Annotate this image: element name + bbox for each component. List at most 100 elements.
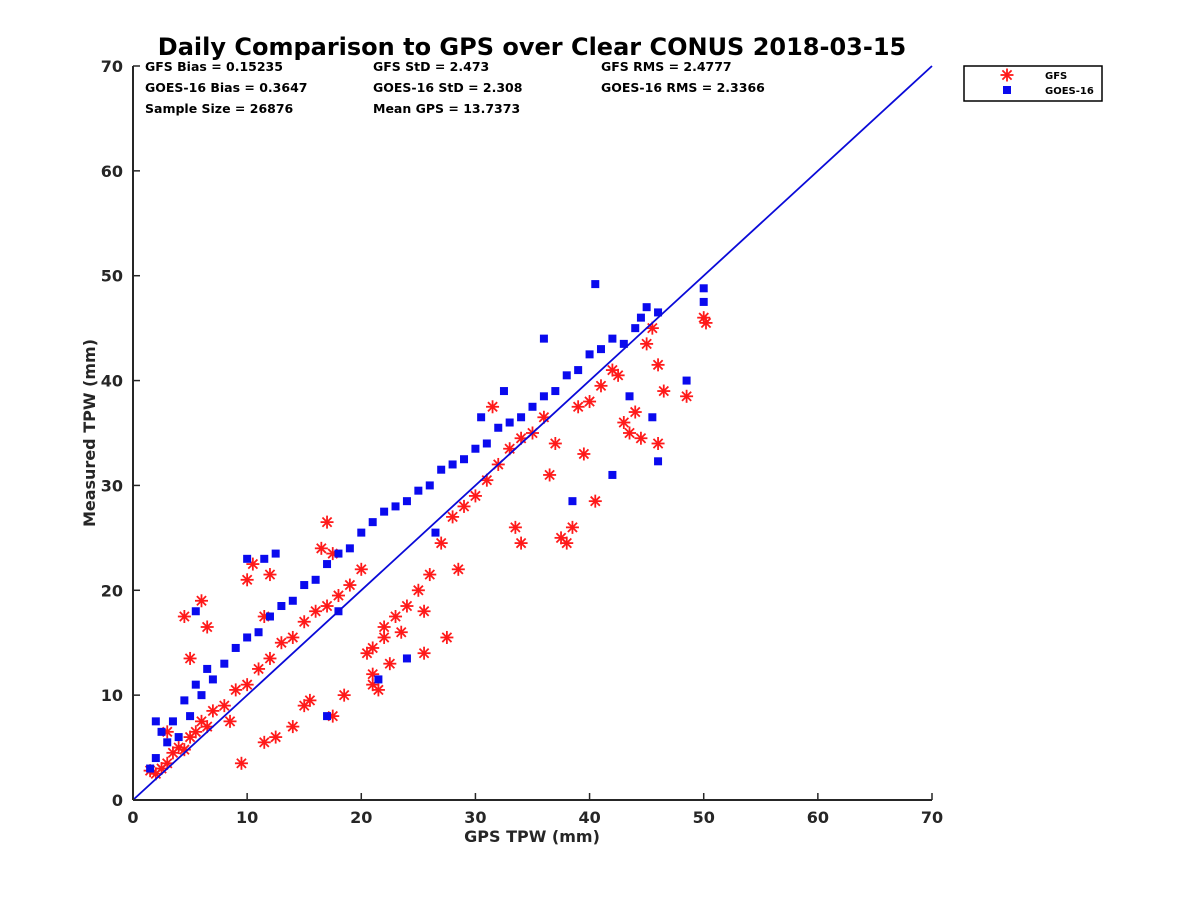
goes16-point (625, 392, 634, 401)
axis-ticks: 0 10 20 30 40 50 60 70 0 10 20 30 40 50 60 70 (101, 57, 943, 827)
goes16-point (619, 339, 628, 348)
goes16-point (334, 549, 343, 558)
goes16-point (568, 497, 577, 506)
gfs-point (172, 741, 186, 755)
gfs-point (417, 604, 431, 618)
goes16-point (682, 376, 691, 385)
gfs-point (514, 536, 528, 550)
goes16-point (180, 696, 189, 705)
mean-gps-text: Mean GPS = 13.7373 (373, 101, 520, 116)
goes-std-text: GOES-16 StD = 2.308 (373, 80, 522, 95)
gfs-point (303, 693, 317, 707)
goes16-point (425, 481, 434, 490)
gfs-point (634, 431, 648, 445)
goes16-point (517, 413, 526, 422)
gfs-point (257, 735, 271, 749)
goes16-point (260, 554, 269, 563)
legend-box (963, 65, 1103, 102)
goes16-point (437, 465, 446, 474)
goes16-series (146, 280, 708, 773)
gfs-point (446, 510, 460, 524)
gfs-point (486, 400, 500, 414)
gfs-point (623, 426, 637, 440)
legend-goes16-label: GOES-16 (1045, 86, 1094, 97)
goes16-point (551, 387, 560, 396)
goes16-point (648, 413, 657, 422)
y-tick-label: 20 (101, 581, 123, 600)
gfs-point (189, 725, 203, 739)
x-tick-label: 20 (350, 808, 372, 827)
gfs-bias-text: GFS Bias = 0.15235 (145, 59, 283, 74)
gfs-point (269, 730, 283, 744)
goes16-point (631, 324, 640, 333)
goes16-point (243, 633, 252, 642)
gfs-point (394, 625, 408, 639)
goes16-point (243, 554, 252, 563)
gfs-rms-text: GFS RMS = 2.4777 (601, 59, 732, 74)
goes16-point (146, 764, 155, 773)
gfs-point (377, 630, 391, 644)
goes16-point (505, 418, 514, 427)
gfs-point (337, 688, 351, 702)
gfs-point (177, 610, 191, 623)
gfs-point (263, 568, 277, 582)
gfs-point (588, 494, 602, 508)
gfs-point (240, 678, 254, 692)
gfs-point (651, 436, 665, 450)
legend-gfs-asterisk (1000, 68, 1014, 82)
gfs-series (143, 311, 713, 781)
goes16-point (186, 712, 195, 721)
goes16-point (345, 544, 354, 553)
legend-gfs-label: GFS (1045, 71, 1067, 82)
y-tick-label: 60 (101, 162, 123, 181)
gfs-point (389, 610, 403, 623)
goes16-point (208, 675, 217, 684)
goes16-point (220, 659, 229, 668)
gfs-point (640, 337, 654, 351)
goes16-point (596, 345, 605, 354)
goes16-point (157, 727, 166, 736)
goes16-point (539, 334, 548, 343)
x-axis-label: GPS TPW (mm) (464, 827, 600, 846)
goes16-point (357, 528, 366, 537)
gfs-point (217, 699, 231, 713)
y-tick-label: 70 (101, 57, 123, 76)
gfs-point (383, 657, 397, 671)
gfs-point (571, 400, 585, 414)
goes16-point (374, 675, 383, 684)
one-to-one-line (132, 65, 933, 801)
gfs-point (286, 720, 300, 734)
gfs-point (457, 499, 471, 513)
goes16-point (151, 717, 160, 726)
gfs-point (680, 389, 694, 403)
gfs-point (206, 704, 220, 718)
gfs-point (263, 651, 277, 665)
x-tick-label: 30 (464, 808, 486, 827)
y-tick-label: 10 (101, 686, 123, 705)
gfs-point (320, 599, 334, 613)
gfs-point (417, 646, 431, 660)
goes16-point (460, 455, 469, 464)
goes16-point (654, 308, 663, 317)
goes16-point (448, 460, 457, 469)
goes16-point (574, 366, 583, 375)
goes16-point (642, 303, 651, 312)
gfs-point (468, 489, 482, 503)
y-tick-label: 0 (112, 791, 123, 810)
goes16-point (636, 313, 645, 322)
gfs-point (411, 583, 425, 597)
gfs-point (183, 651, 197, 665)
goes16-point (254, 628, 263, 637)
gfs-point (331, 589, 345, 603)
gfs-point (451, 562, 465, 576)
gfs-point (657, 384, 671, 398)
goes16-point (654, 457, 663, 466)
y-tick-label: 50 (101, 267, 123, 286)
gfs-point (320, 515, 334, 529)
legend-goes16-marker (1003, 86, 1011, 94)
goes16-point (323, 560, 332, 569)
x-tick-label: 60 (807, 808, 829, 827)
gfs-point (400, 599, 414, 613)
gfs-point (543, 468, 557, 482)
